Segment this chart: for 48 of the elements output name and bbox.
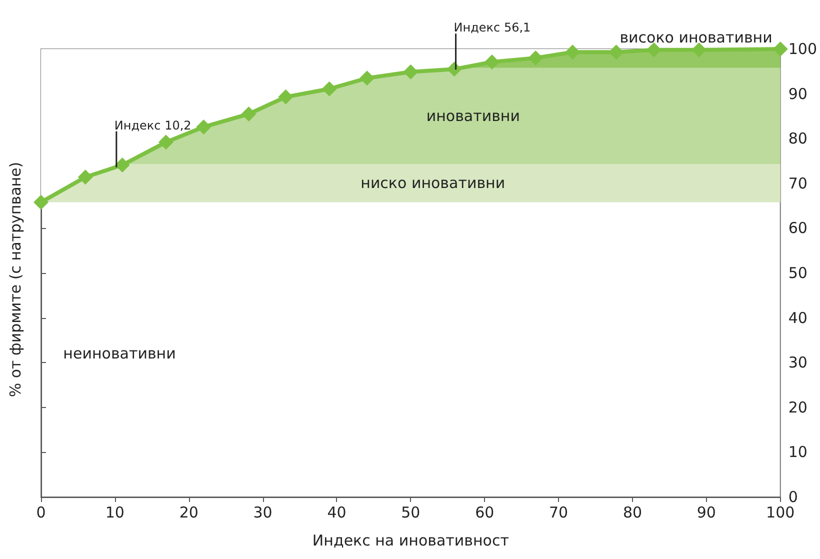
y-axis-title: % от фирмите (с натрупване) [6, 162, 24, 398]
x-tick-label: 50 [401, 504, 420, 522]
x-tick-label: 60 [475, 504, 494, 522]
point [608, 44, 624, 60]
y-tick-label: 40 [788, 308, 808, 327]
annotation: неиновативни [63, 344, 176, 363]
point [278, 89, 294, 104]
point [528, 50, 544, 66]
point [360, 70, 375, 86]
point [565, 44, 580, 60]
band-label: високо иновативни [620, 28, 772, 46]
x-tick-label: 40 [327, 504, 346, 522]
y-tick-label: 0 [788, 488, 798, 506]
x-tick-label: 30 [253, 504, 272, 522]
point [484, 54, 500, 70]
y-tick-label: 60 [788, 219, 808, 238]
y-tick-label: 50 [788, 264, 808, 282]
point [114, 158, 130, 173]
y-tick-label: 90 [788, 84, 808, 103]
x-axis-title: Индекс на иновативност [312, 532, 510, 550]
point [772, 42, 788, 56]
x-tick-label: 70 [549, 504, 568, 522]
x-tick-label: 10 [105, 504, 124, 522]
point [158, 134, 174, 150]
x-tick-label: 90 [696, 504, 716, 522]
x-tick-label: 80 [622, 504, 642, 522]
point [196, 119, 212, 134]
point [446, 62, 462, 77]
x-tick-label: 0 [36, 504, 46, 522]
point [78, 170, 93, 185]
y-tick-label: 30 [788, 354, 808, 372]
point [646, 42, 662, 58]
band-label: ниско иновативни [360, 174, 506, 192]
x-tick-label: 100 [766, 504, 795, 522]
annotation: Индекс 56,1 [454, 20, 531, 35]
annotation: Индекс 10,2 [114, 118, 192, 132]
y-tick-label: 70 [788, 174, 808, 192]
x-tick-label: 20 [179, 504, 198, 522]
y-tick-label: 20 [788, 398, 808, 416]
band-label: иновативни [426, 106, 520, 125]
point [692, 42, 707, 58]
point [403, 64, 418, 80]
point [322, 81, 337, 96]
point [241, 106, 256, 122]
y-tick-label: 80 [788, 130, 808, 148]
y-tick-label: 10 [788, 443, 808, 462]
y-tick-label: 100 [788, 40, 818, 58]
point [34, 194, 48, 210]
